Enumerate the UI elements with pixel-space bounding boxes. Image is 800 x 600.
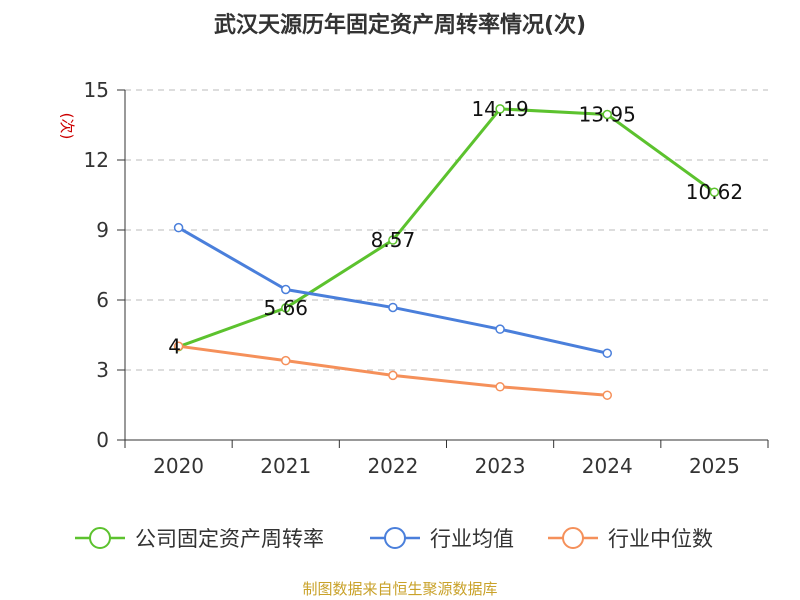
data-label-2025: 10.62 (686, 180, 743, 204)
legend-item-0: 公司固定资产周转率 (135, 527, 324, 551)
axis-layer: 0 3 6 9 12 15 2020 2021 2022 2023 2024 2025 (84, 78, 769, 478)
grid-layer (125, 89, 768, 371)
chart-title: 武汉天源历年固定资产周转率情况(次) (214, 12, 586, 38)
x-tick-label-2021: 2021 (260, 454, 311, 478)
series-0-point-2024 (602, 109, 612, 120)
series-layer (173, 104, 720, 400)
y-axis-label: (次) (58, 113, 76, 140)
x-tick-label-2024: 2024 (582, 454, 633, 478)
series-2-point-2022 (388, 370, 398, 381)
series-1-point-2024 (602, 348, 612, 358)
x-tick-label-2023: 2023 (475, 454, 526, 478)
data-label-2024: 13.95 (579, 103, 636, 127)
series-2-point-2023 (495, 382, 505, 392)
x-tick-label-2025: 2025 (689, 454, 740, 478)
y-tick-label-12: 12 (84, 148, 109, 172)
series-0-point-2021 (281, 303, 291, 313)
legend-item-2: 行业中位数 (608, 527, 713, 551)
legend-marker-0 (89, 527, 111, 549)
legend: 公司固定资产周转率 行业均值 行业中位数 (75, 527, 713, 551)
y-tick-label-3: 3 (96, 358, 109, 382)
data-label-2020: 4 (168, 335, 181, 359)
series-1-point-2022 (388, 302, 398, 313)
data-label-2022: 8.57 (371, 228, 416, 252)
source-note: 制图数据来自恒生聚源数据库 (302, 580, 497, 598)
data-label-2023: 14.19 (471, 97, 528, 121)
legend-marker-1 (384, 527, 406, 549)
series-0-point-2023 (495, 104, 505, 114)
series-2-point-2024 (602, 390, 612, 400)
series-0-point-2022 (388, 235, 398, 245)
series-1-point-2020 (173, 222, 184, 233)
data-label-2021: 5.66 (263, 296, 308, 320)
x-tick-label-2020: 2020 (153, 454, 204, 478)
data-label-layer: 4 5.66 8.57 14.19 13.95 10.62 (168, 97, 743, 359)
series-1-point-2021 (281, 284, 291, 295)
y-tick-label-15: 15 (84, 78, 109, 102)
series-1-point-2023 (495, 324, 505, 334)
series-0-point-2025 (709, 187, 720, 197)
y-tick-label-0: 0 (96, 428, 109, 452)
legend-marker-2 (562, 527, 584, 549)
y-tick-label-9: 9 (96, 218, 109, 242)
legend-item-1: 行业均值 (430, 527, 514, 551)
series-2-point-2020 (173, 341, 184, 351)
series-2-point-2021 (281, 355, 291, 366)
x-tick-label-2022: 2022 (367, 454, 418, 478)
series-line-0 (178, 107, 716, 349)
y-tick-label-6: 6 (96, 288, 109, 312)
